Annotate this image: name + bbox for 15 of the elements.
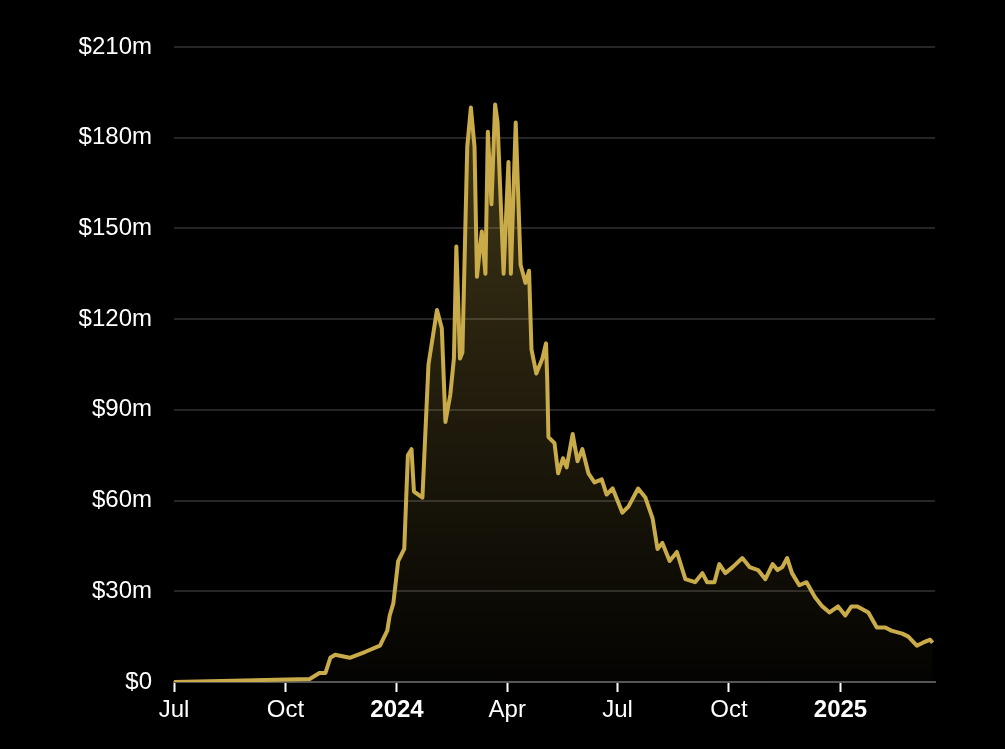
y-tick-label: $0 [125,666,152,694]
x-tick-label: Jul [158,695,190,723]
y-tick-label: $210m [78,31,152,59]
x-tick-label: Apr [488,695,526,723]
x-tick-label: Jul [602,695,633,723]
x-tick-label: Oct [710,695,748,723]
y-tick-label: $120m [78,303,152,331]
y-tick-label: $150m [78,213,152,241]
y-tick-label: $90m [91,394,152,422]
x-tick-label: 2024 [370,695,425,723]
y-tick-label: $30m [91,575,152,603]
x-tick-label: Oct [266,695,305,723]
y-tick-label: $60m [91,485,152,513]
x-tick-label: 2025 [813,695,868,723]
y-tick-label: $180m [78,122,152,150]
